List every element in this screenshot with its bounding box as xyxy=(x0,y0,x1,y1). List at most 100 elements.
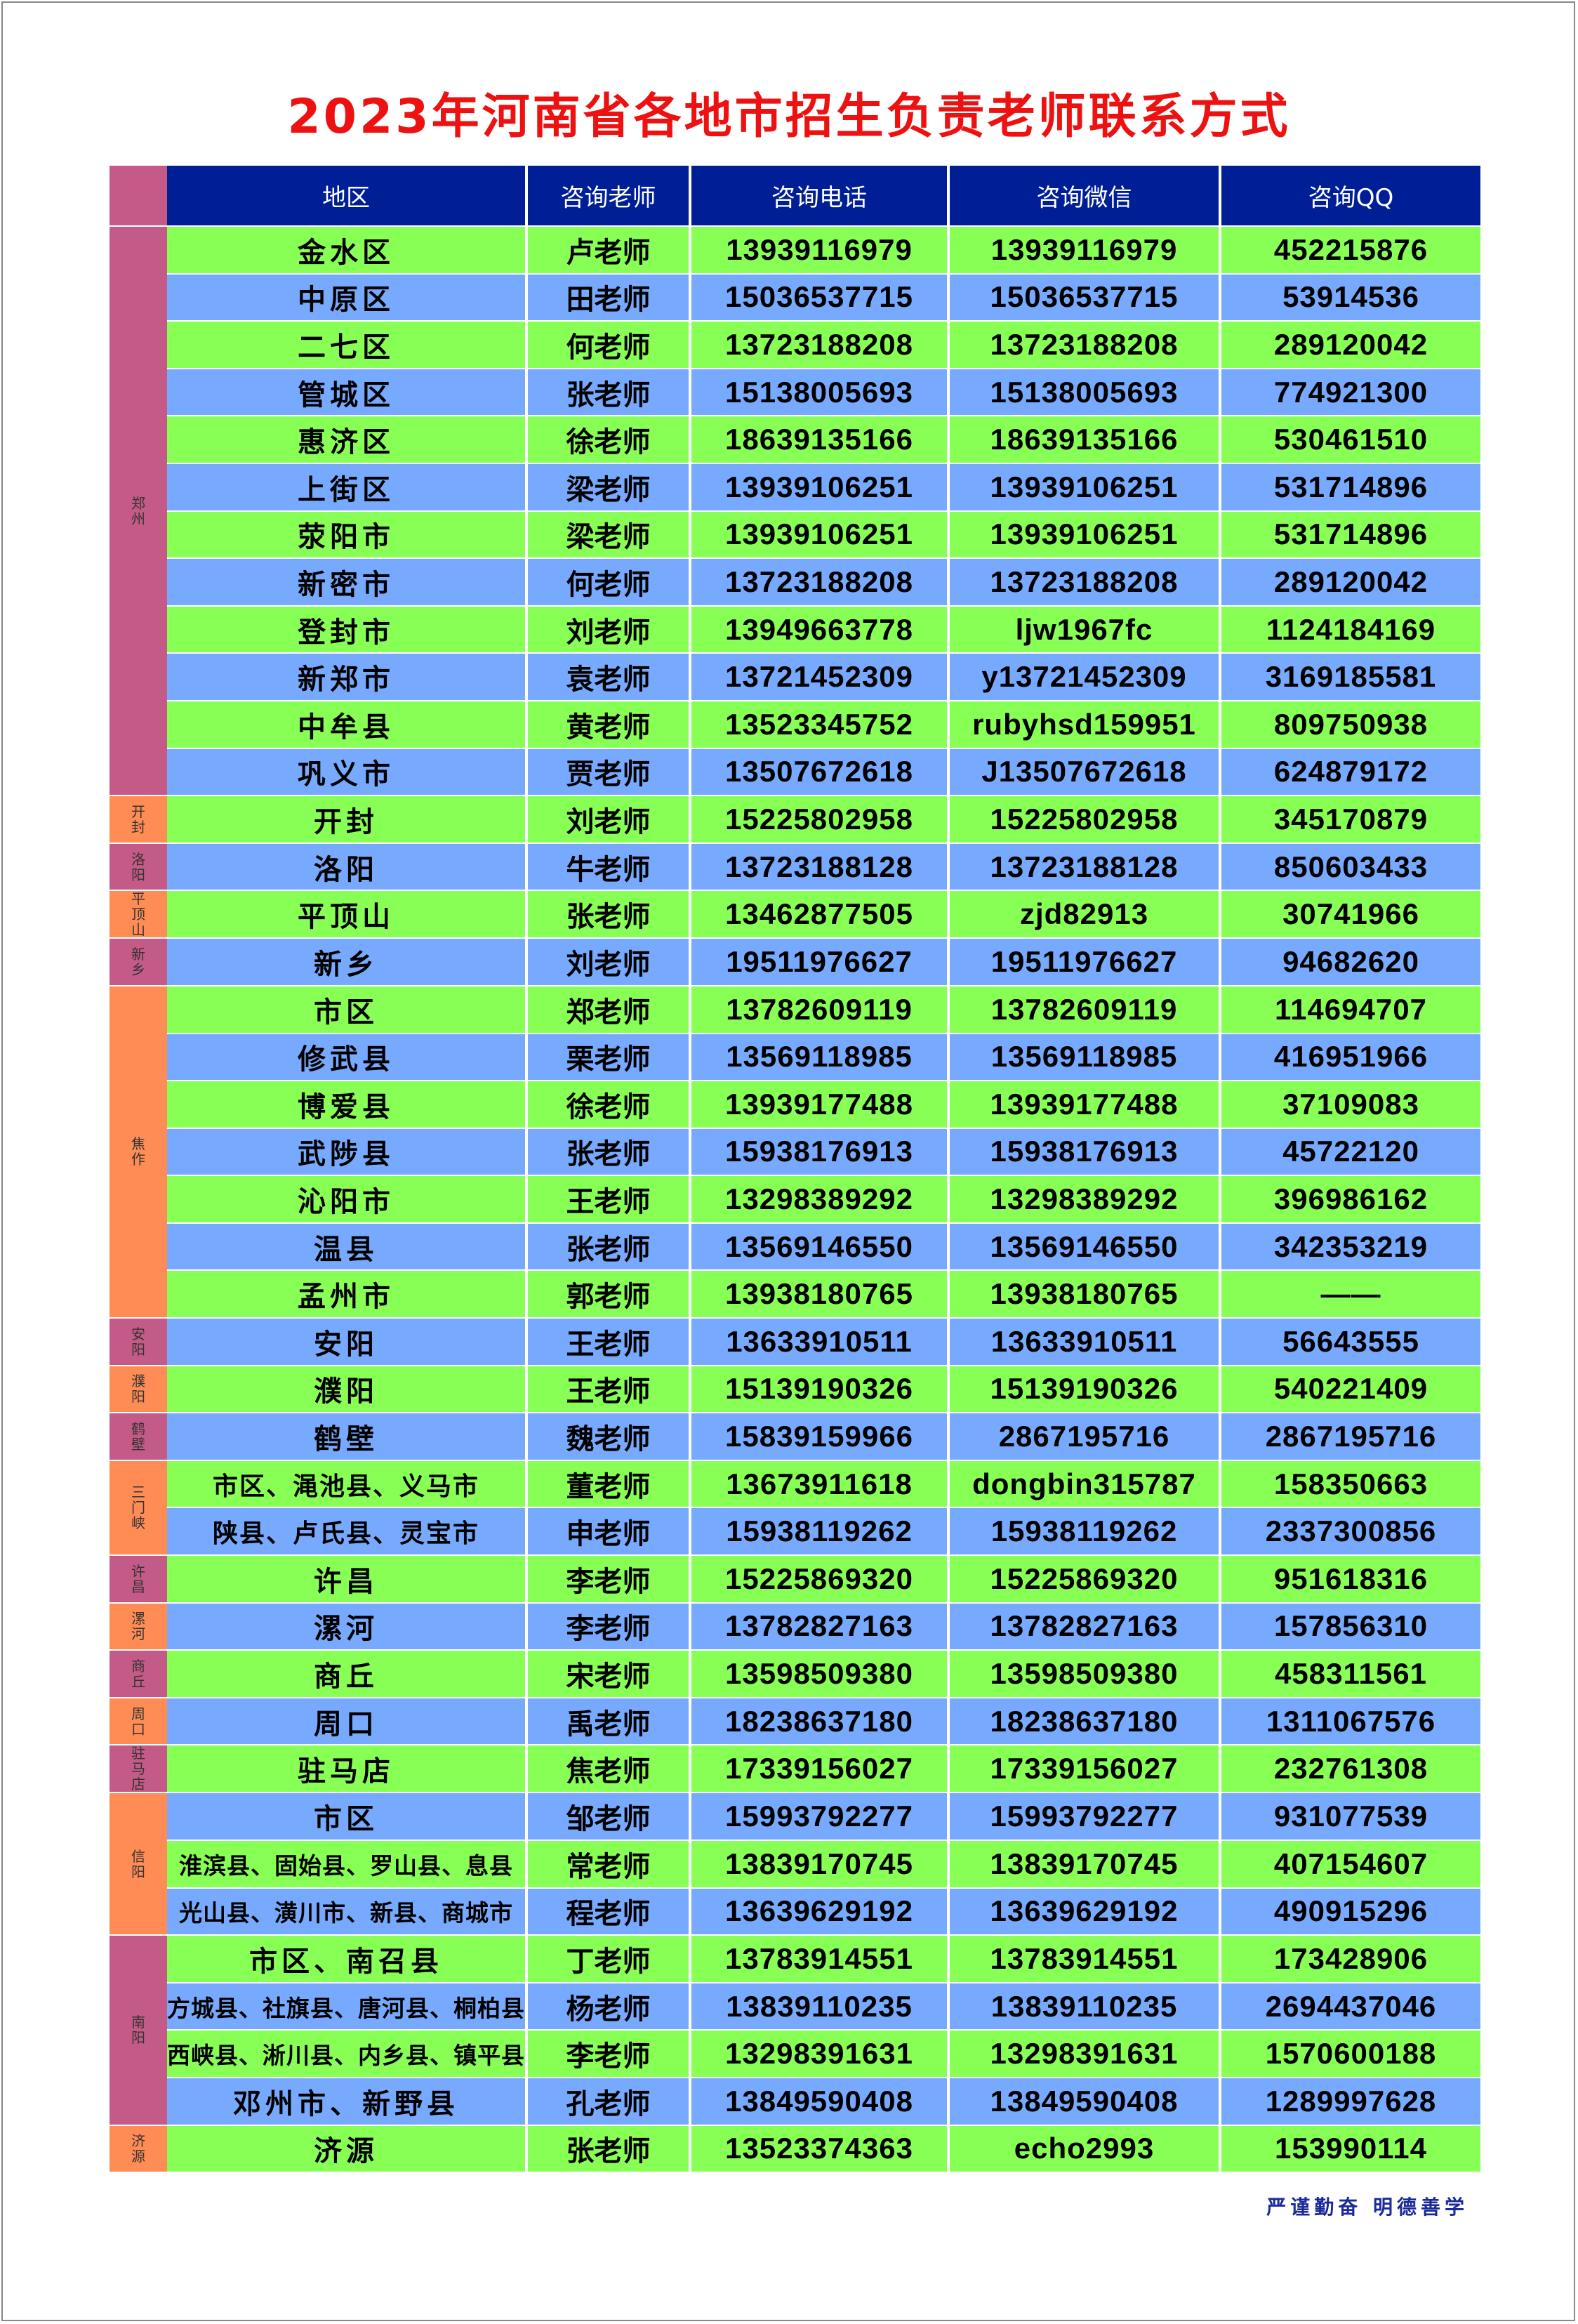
region-group-label: 商丘 xyxy=(110,1650,167,1698)
qq-cell: 452215876 xyxy=(1220,226,1480,275)
region-group-label: 周口 xyxy=(110,1697,167,1746)
table-row: 温县 张老师 13569146550 13569146550 342353219 xyxy=(110,1222,1480,1272)
teacher-cell: 董老师 xyxy=(526,1460,691,1509)
header-phone: 咨询电话 xyxy=(690,166,950,227)
region-group-label: 鹤壁 xyxy=(110,1413,167,1461)
wechat-cell: 13598509380 xyxy=(948,1650,1221,1698)
wechat-cell: dongbin315787 xyxy=(948,1460,1221,1509)
region-group-label: 焦作 xyxy=(110,985,167,1319)
table-row: 洛阳 洛阳 牛老师 13723188128 13723188128 850603433 xyxy=(110,843,1480,892)
region-group-label: 许昌 xyxy=(110,1555,167,1604)
area-cell: 开封 xyxy=(167,795,528,844)
table-row: 新乡 新乡 刘老师 19511976627 19511976627 94682620 xyxy=(110,938,1480,986)
phone-cell: 13673911618 xyxy=(690,1460,950,1509)
qq-cell: 157856310 xyxy=(1220,1602,1480,1651)
teacher-cell: 王老师 xyxy=(526,1318,691,1366)
table-row: 惠济区 徐老师 18639135166 18639135166 530461510 xyxy=(110,416,1480,464)
area-cell: 济源 xyxy=(167,2125,528,2174)
wechat-cell: 13569146550 xyxy=(948,1222,1221,1272)
table-row: 管城区 张老师 15138005693 15138005693 774921300 xyxy=(110,368,1480,417)
wechat-cell: 15993792277 xyxy=(948,1792,1221,1841)
phone-cell: 13939106251 xyxy=(690,510,950,560)
region-group-label: 濮阳 xyxy=(110,1365,167,1414)
table-row: 邓州市、新野县 孔老师 13849590408 13849590408 12899976… xyxy=(110,2077,1480,2126)
wechat-cell: 13723188208 xyxy=(948,321,1221,369)
qq-cell: 531714896 xyxy=(1220,463,1480,512)
teacher-cell: 李老师 xyxy=(526,2030,691,2078)
teacher-cell: 刘老师 xyxy=(526,938,691,986)
region-group-label: 洛阳 xyxy=(110,843,167,892)
teacher-cell: 袁老师 xyxy=(526,653,691,701)
header-teacher: 咨询老师 xyxy=(526,166,691,227)
table-row: 陕县、卢氏县、灵宝市 申老师 15938119262 15938119262 23373… xyxy=(110,1507,1480,1557)
teacher-cell: 丁老师 xyxy=(526,1935,691,1983)
table-row: 方城县、社旗县、唐河县、桐柏县 杨老师 13839110235 13839110235… xyxy=(110,1982,1480,2031)
teacher-cell: 张老师 xyxy=(526,890,691,939)
teacher-cell: 何老师 xyxy=(526,558,691,607)
qq-cell: 2694437046 xyxy=(1220,1982,1480,2031)
teacher-cell: 何老师 xyxy=(526,321,691,369)
area-cell: 新乡 xyxy=(167,938,528,986)
phone-cell: 13939177488 xyxy=(690,1081,950,1129)
wechat-cell: 19511976627 xyxy=(948,938,1221,986)
phone-cell: 13723188128 xyxy=(690,843,950,892)
teacher-cell: 郭老师 xyxy=(526,1270,691,1319)
wechat-cell: 15036537715 xyxy=(948,273,1221,322)
qq-cell: 3169185581 xyxy=(1220,653,1480,701)
table-row: 鹤壁 鹤壁 魏老师 15839159966 2867195716 2867195716 xyxy=(110,1413,1480,1461)
teacher-cell: 徐老师 xyxy=(526,416,691,464)
qq-cell: 289120042 xyxy=(1220,558,1480,607)
teacher-cell: 徐老师 xyxy=(526,1081,691,1129)
region-group-label: 驻马店 xyxy=(110,1745,167,1794)
wechat-cell: 15139190326 xyxy=(948,1365,1221,1414)
wechat-cell: 15938119262 xyxy=(948,1507,1221,1557)
phone-cell: 15839159966 xyxy=(690,1413,950,1461)
table-row: 登封市 刘老师 13949663778 ljw1967fc 1124184169 xyxy=(110,605,1480,654)
area-cell: 金水区 xyxy=(167,226,528,275)
qq-cell: 809750938 xyxy=(1220,700,1480,749)
table-row: 光山县、潢川市、新县、商城市 程老师 13639629192 13639629192 4… xyxy=(110,1887,1480,1936)
phone-cell: 19511976627 xyxy=(690,938,950,986)
teacher-cell: 邹老师 xyxy=(526,1792,691,1841)
wechat-cell: 13782609119 xyxy=(948,985,1221,1034)
table-row: 安阳 安阳 王老师 13633910511 13633910511 56643555 xyxy=(110,1318,1480,1366)
table-row: 二七区 何老师 13723188208 13723188208 289120042 xyxy=(110,321,1480,369)
area-cell: 商丘 xyxy=(167,1650,528,1698)
phone-cell: 13839170745 xyxy=(690,1840,950,1889)
wechat-cell: 13298391631 xyxy=(948,2030,1221,2078)
page-title: 2023年河南省各地市招生负责老师联系方式 xyxy=(287,89,1291,145)
phone-cell: 13839110235 xyxy=(690,1982,950,2031)
phone-cell: 13598509380 xyxy=(690,1650,950,1698)
wechat-cell: 17339156027 xyxy=(948,1745,1221,1794)
qq-cell: 490915296 xyxy=(1220,1887,1480,1936)
qq-cell: 407154607 xyxy=(1220,1840,1480,1889)
table-row: 沁阳市 王老师 13298389292 13298389292 396986162 xyxy=(110,1175,1480,1224)
wechat-cell: J13507672618 xyxy=(948,748,1221,797)
phone-cell: 13569118985 xyxy=(690,1033,950,1082)
wechat-cell: y13721452309 xyxy=(948,653,1221,701)
phone-cell: 13849590408 xyxy=(690,2077,950,2126)
qq-cell: 774921300 xyxy=(1220,368,1480,417)
wechat-cell: 13939177488 xyxy=(948,1081,1221,1129)
qq-cell: 458311561 xyxy=(1220,1650,1480,1698)
phone-cell: 13949663778 xyxy=(690,605,950,654)
region-group-label: 新乡 xyxy=(110,938,167,986)
area-cell: 新郑市 xyxy=(167,653,528,701)
teacher-cell: 常老师 xyxy=(526,1840,691,1889)
teacher-cell: 刘老师 xyxy=(526,795,691,844)
teacher-cell: 张老师 xyxy=(526,1222,691,1272)
table-row: 驻马店 驻马店 焦老师 17339156027 17339156027 232761308 xyxy=(110,1745,1480,1794)
phone-cell: 13298389292 xyxy=(690,1175,950,1224)
qq-cell: 1570600188 xyxy=(1220,2030,1480,2078)
wechat-cell: 13849590408 xyxy=(948,2077,1221,2126)
qq-cell: 232761308 xyxy=(1220,1745,1480,1794)
table-row: 新密市 何老师 13723188208 13723188208 289120042 xyxy=(110,558,1480,607)
header-group-cell xyxy=(110,166,167,227)
area-cell: 市区 xyxy=(167,985,528,1034)
area-cell: 武陟县 xyxy=(167,1128,528,1177)
qq-cell: 114694707 xyxy=(1220,985,1480,1034)
area-cell: 方城县、社旗县、唐河县、桐柏县 xyxy=(167,1982,528,2031)
wechat-cell: 13723188208 xyxy=(948,558,1221,607)
qq-cell: 531714896 xyxy=(1220,510,1480,560)
phone-cell: 15036537715 xyxy=(690,273,950,322)
